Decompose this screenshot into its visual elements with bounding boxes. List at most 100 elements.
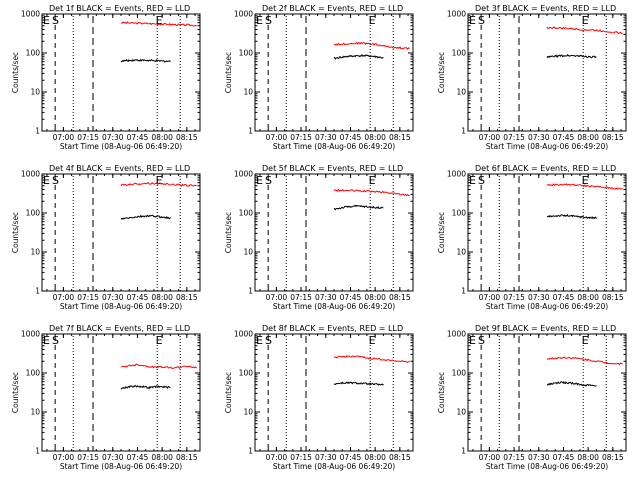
y-axis-label: Counts/sec [11, 52, 20, 93]
e-marker-label: E [156, 14, 163, 27]
x-tick-label: 07:30 [315, 133, 337, 142]
x-tick-label: 07:45 [340, 293, 362, 302]
events-series-line [333, 204, 384, 211]
events-series-line [333, 54, 384, 60]
y-tick-label: 100 [26, 49, 41, 58]
y-tick-label: 1 [248, 127, 253, 136]
y-tick-label: 1000 [21, 170, 40, 179]
panel-title: Det 2f BLACK = Events, RED = LLD [262, 4, 403, 13]
e-marker-label: S [478, 174, 485, 187]
y-tick-label: 1000 [234, 170, 253, 179]
y-axis-label: Counts/sec [224, 52, 233, 93]
x-tick-label: 07:45 [340, 133, 362, 142]
x-tick-label: 07:15 [503, 293, 525, 302]
x-axis-label: Start Time (08-Aug-06 06:49:20) [273, 302, 395, 311]
x-tick-label: 07:30 [102, 453, 124, 462]
chart-panel-7: Det 7f BLACK = Events, RED = LLD 1 10 100 10… [11, 324, 201, 471]
e-marker-label: E [43, 334, 50, 347]
y-tick-label: 1000 [21, 10, 40, 19]
x-tick-label: 07:00 [53, 133, 75, 142]
y-tick-label: 1 [35, 447, 40, 456]
e-marker-label: E [469, 14, 476, 27]
x-tick-label: 08:00 [151, 453, 173, 462]
plot-frame [467, 173, 627, 292]
events-series-line [546, 54, 597, 59]
events-series-line [120, 214, 171, 220]
y-tick-label: 1 [461, 127, 466, 136]
x-tick-label: 08:15 [176, 133, 198, 142]
panel-title: Det 1f BLACK = Events, RED = LLD [49, 4, 190, 13]
y-tick-label: 1000 [447, 10, 466, 19]
chart-panel-6: Det 6f BLACK = Events, RED = LLD 1 10 100 10… [437, 164, 627, 311]
e-marker-label: E [469, 174, 476, 187]
e-marker-label: S [52, 174, 59, 187]
y-tick-label: 10 [456, 88, 466, 97]
e-marker-label: E [369, 174, 376, 187]
lld-series-line [546, 26, 623, 35]
y-tick-label: 1000 [447, 170, 466, 179]
x-tick-label: 07:15 [290, 133, 312, 142]
e-marker-label: E [156, 334, 163, 347]
x-tick-label: 08:15 [176, 453, 198, 462]
x-tick-label: 07:30 [528, 453, 550, 462]
y-axis-label: Counts/sec [224, 212, 233, 253]
y-tick-label: 100 [452, 369, 467, 378]
x-tick-label: 07:45 [553, 133, 575, 142]
x-tick-label: 08:00 [364, 453, 386, 462]
panel-title: Det 6f BLACK = Events, RED = LLD [475, 164, 616, 173]
panel-title: Det 3f BLACK = Events, RED = LLD [475, 4, 616, 13]
e-marker-label: E [582, 334, 589, 347]
chart-panel-8: Det 8f BLACK = Events, RED = LLD 1 10 100 10… [224, 324, 414, 471]
e-marker-label: E [582, 174, 589, 187]
x-tick-label: 07:00 [479, 453, 501, 462]
y-tick-label: 1000 [234, 10, 253, 19]
y-tick-label: 10 [30, 88, 40, 97]
x-axis-label: Start Time (08-Aug-06 06:49:20) [60, 462, 182, 471]
e-marker-label: E [469, 334, 476, 347]
e-marker-label: S [265, 174, 272, 187]
x-tick-label: 08:15 [602, 453, 624, 462]
x-tick-label: 07:15 [503, 453, 525, 462]
panel-title: Det 9f BLACK = Events, RED = LLD [475, 324, 616, 333]
y-tick-label: 1000 [234, 330, 253, 339]
lld-series-line [333, 188, 410, 197]
x-tick-label: 07:45 [553, 293, 575, 302]
x-axis-label: Start Time (08-Aug-06 06:49:20) [273, 462, 395, 471]
panel-title: Det 8f BLACK = Events, RED = LLD [262, 324, 403, 333]
x-tick-label: 07:00 [266, 453, 288, 462]
x-tick-label: 07:00 [266, 293, 288, 302]
y-axis-label: Counts/sec [11, 372, 20, 413]
y-tick-label: 1 [35, 127, 40, 136]
plot-frame [41, 333, 201, 452]
lld-series-line [333, 41, 410, 51]
e-marker-label: E [582, 14, 589, 27]
chart-panel-4: Det 4f BLACK = Events, RED = LLD 1 10 100 10… [11, 164, 201, 311]
y-tick-label: 10 [30, 408, 40, 417]
y-tick-label: 100 [239, 209, 254, 218]
e-marker-label: S [52, 334, 59, 347]
y-tick-label: 1 [35, 287, 40, 296]
panel-title: Det 5f BLACK = Events, RED = LLD [262, 164, 403, 173]
x-axis-label: Start Time (08-Aug-06 06:49:20) [273, 142, 395, 151]
x-tick-label: 07:30 [102, 133, 124, 142]
chart-panel-9: Det 9f BLACK = Events, RED = LLD 1 10 100 10… [437, 324, 627, 471]
e-marker-label: S [52, 14, 59, 27]
x-tick-label: 07:45 [127, 453, 149, 462]
x-tick-label: 08:15 [389, 453, 411, 462]
y-tick-label: 100 [239, 49, 254, 58]
x-axis-label: Start Time (08-Aug-06 06:49:20) [486, 302, 608, 311]
chart-panel-5: Det 5f BLACK = Events, RED = LLD 1 10 100 10… [224, 164, 414, 311]
events-series-line [546, 380, 597, 387]
x-tick-label: 08:00 [364, 293, 386, 302]
y-tick-label: 10 [243, 408, 253, 417]
x-tick-label: 07:00 [479, 293, 501, 302]
x-axis-label: Start Time (08-Aug-06 06:49:20) [60, 142, 182, 151]
e-marker-label: E [256, 174, 263, 187]
lld-series-line [120, 182, 197, 187]
y-tick-label: 1 [461, 287, 466, 296]
panel-title: Det 7f BLACK = Events, RED = LLD [49, 324, 190, 333]
x-tick-label: 07:15 [503, 133, 525, 142]
e-marker-label: E [369, 14, 376, 27]
x-tick-label: 07:15 [290, 453, 312, 462]
y-tick-label: 10 [243, 248, 253, 257]
